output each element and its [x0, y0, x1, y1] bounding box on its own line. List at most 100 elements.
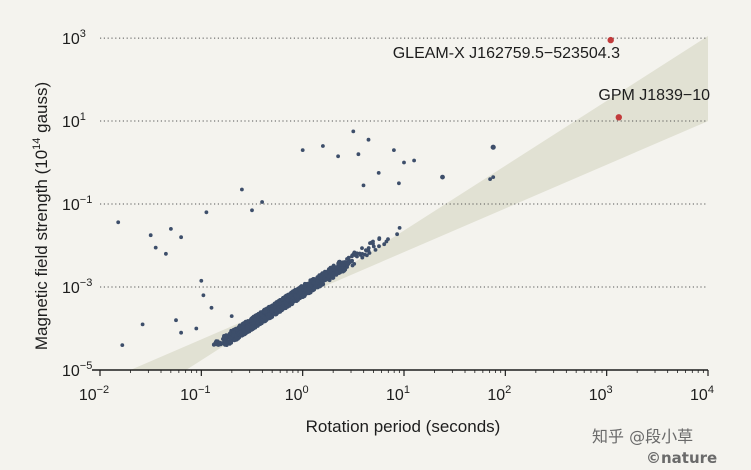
outlier-point: [179, 330, 184, 335]
x-tick-label: 100: [285, 384, 309, 404]
y-tick-base: 10: [62, 31, 80, 48]
y-tick-exp: −3: [80, 277, 93, 289]
outlier-point: [179, 235, 184, 240]
data-point: [346, 261, 350, 266]
data-point: [240, 325, 245, 329]
x-tick-exp: 0: [303, 384, 309, 396]
y-tick-base: 10: [62, 197, 80, 214]
gleam-x-point: [607, 36, 614, 44]
data-point: [267, 312, 272, 317]
data-point: [293, 289, 298, 293]
data-point: [262, 316, 267, 320]
outlier-point: [336, 154, 340, 159]
data-point: [249, 325, 254, 330]
data-point: [366, 249, 371, 253]
y-axis-label-tail: gauss): [32, 82, 51, 138]
y-tick-label: 101: [62, 111, 86, 131]
x-tick-exp: 4: [708, 384, 714, 396]
outlier-point: [204, 210, 209, 215]
data-point: [298, 290, 303, 295]
outlier-point: [148, 233, 153, 238]
outlier-point: [440, 174, 445, 180]
data-point: [326, 269, 330, 274]
cluster-points: [211, 226, 402, 347]
x-axis-label: Rotation period (seconds): [306, 417, 501, 436]
data-point: [350, 263, 355, 268]
data-point: [239, 330, 243, 334]
data-point: [360, 255, 365, 260]
y-tick-exp: 1: [80, 111, 86, 123]
highlighted-points: [607, 36, 622, 121]
data-point: [228, 339, 233, 344]
data-point: [395, 232, 399, 237]
outlier-point: [260, 200, 264, 204]
data-point: [223, 342, 227, 346]
outlier-point: [376, 171, 381, 175]
data-point: [373, 248, 378, 252]
outlier-point: [174, 318, 178, 323]
x-axis: 10−2 10−1 100 101 102 103 104: [79, 369, 714, 404]
x-tick-base: 10: [487, 387, 505, 404]
x-tick-base: 10: [285, 387, 303, 404]
gridlines: [100, 37, 708, 288]
x-tick-label: 101: [386, 384, 410, 404]
outlier-point: [356, 152, 361, 157]
data-point: [323, 278, 328, 282]
data-point: [280, 297, 284, 302]
x-tick-exp: −2: [97, 384, 110, 396]
watermark-nature: ©nature: [646, 449, 717, 467]
x-tick-exp: 2: [505, 384, 511, 396]
data-point: [352, 250, 357, 255]
x-tick-exp: 1: [404, 384, 410, 396]
data-point: [382, 242, 387, 247]
annotation-gleam-x: GLEAM-X J162759.5−523504.3: [393, 45, 620, 62]
y-axis-label-main: Magnetic field strength (10: [32, 150, 51, 350]
y-tick-label: 10−5: [62, 360, 92, 380]
data-point: [296, 298, 300, 302]
outlier-point: [153, 245, 158, 250]
data-point: [271, 312, 276, 317]
data-point: [242, 328, 247, 333]
data-point: [293, 293, 297, 298]
data-point: [318, 277, 323, 281]
x-tick-label: 103: [589, 384, 613, 404]
outlier-point: [229, 314, 234, 318]
data-point: [288, 294, 293, 299]
outlier-point: [209, 305, 214, 310]
data-point: [337, 259, 341, 264]
data-point: [350, 254, 354, 259]
outlier-point: [402, 160, 406, 165]
data-point: [299, 285, 303, 290]
y-tick-base: 10: [62, 363, 80, 380]
data-point: [263, 309, 268, 314]
y-tick-exp: 3: [80, 28, 86, 40]
data-point: [224, 333, 229, 337]
outlier-point: [201, 293, 206, 298]
data-point: [255, 316, 260, 321]
outlier-point: [300, 148, 305, 153]
watermark-zhihu: 知乎 @段小草: [592, 427, 693, 446]
outlier-point: [321, 144, 325, 148]
x-tick-base: 10: [589, 387, 607, 404]
data-point: [284, 302, 289, 307]
x-tick-exp: 3: [607, 384, 613, 396]
data-point: [366, 246, 371, 250]
data-point: [355, 254, 359, 259]
data-point: [278, 301, 282, 306]
annotation-gpm: GPM J1839−10: [598, 87, 710, 104]
data-point: [231, 333, 236, 338]
data-point: [290, 301, 295, 305]
data-point: [319, 282, 324, 287]
outlier-point: [351, 129, 356, 134]
data-point: [360, 252, 365, 256]
data-point: [315, 278, 320, 283]
data-point: [312, 287, 317, 291]
data-point: [377, 244, 381, 249]
data-point: [337, 267, 342, 271]
outlier-point: [250, 208, 254, 213]
outlier-point: [199, 278, 204, 283]
data-point: [368, 241, 372, 246]
outlier-point: [140, 322, 145, 327]
